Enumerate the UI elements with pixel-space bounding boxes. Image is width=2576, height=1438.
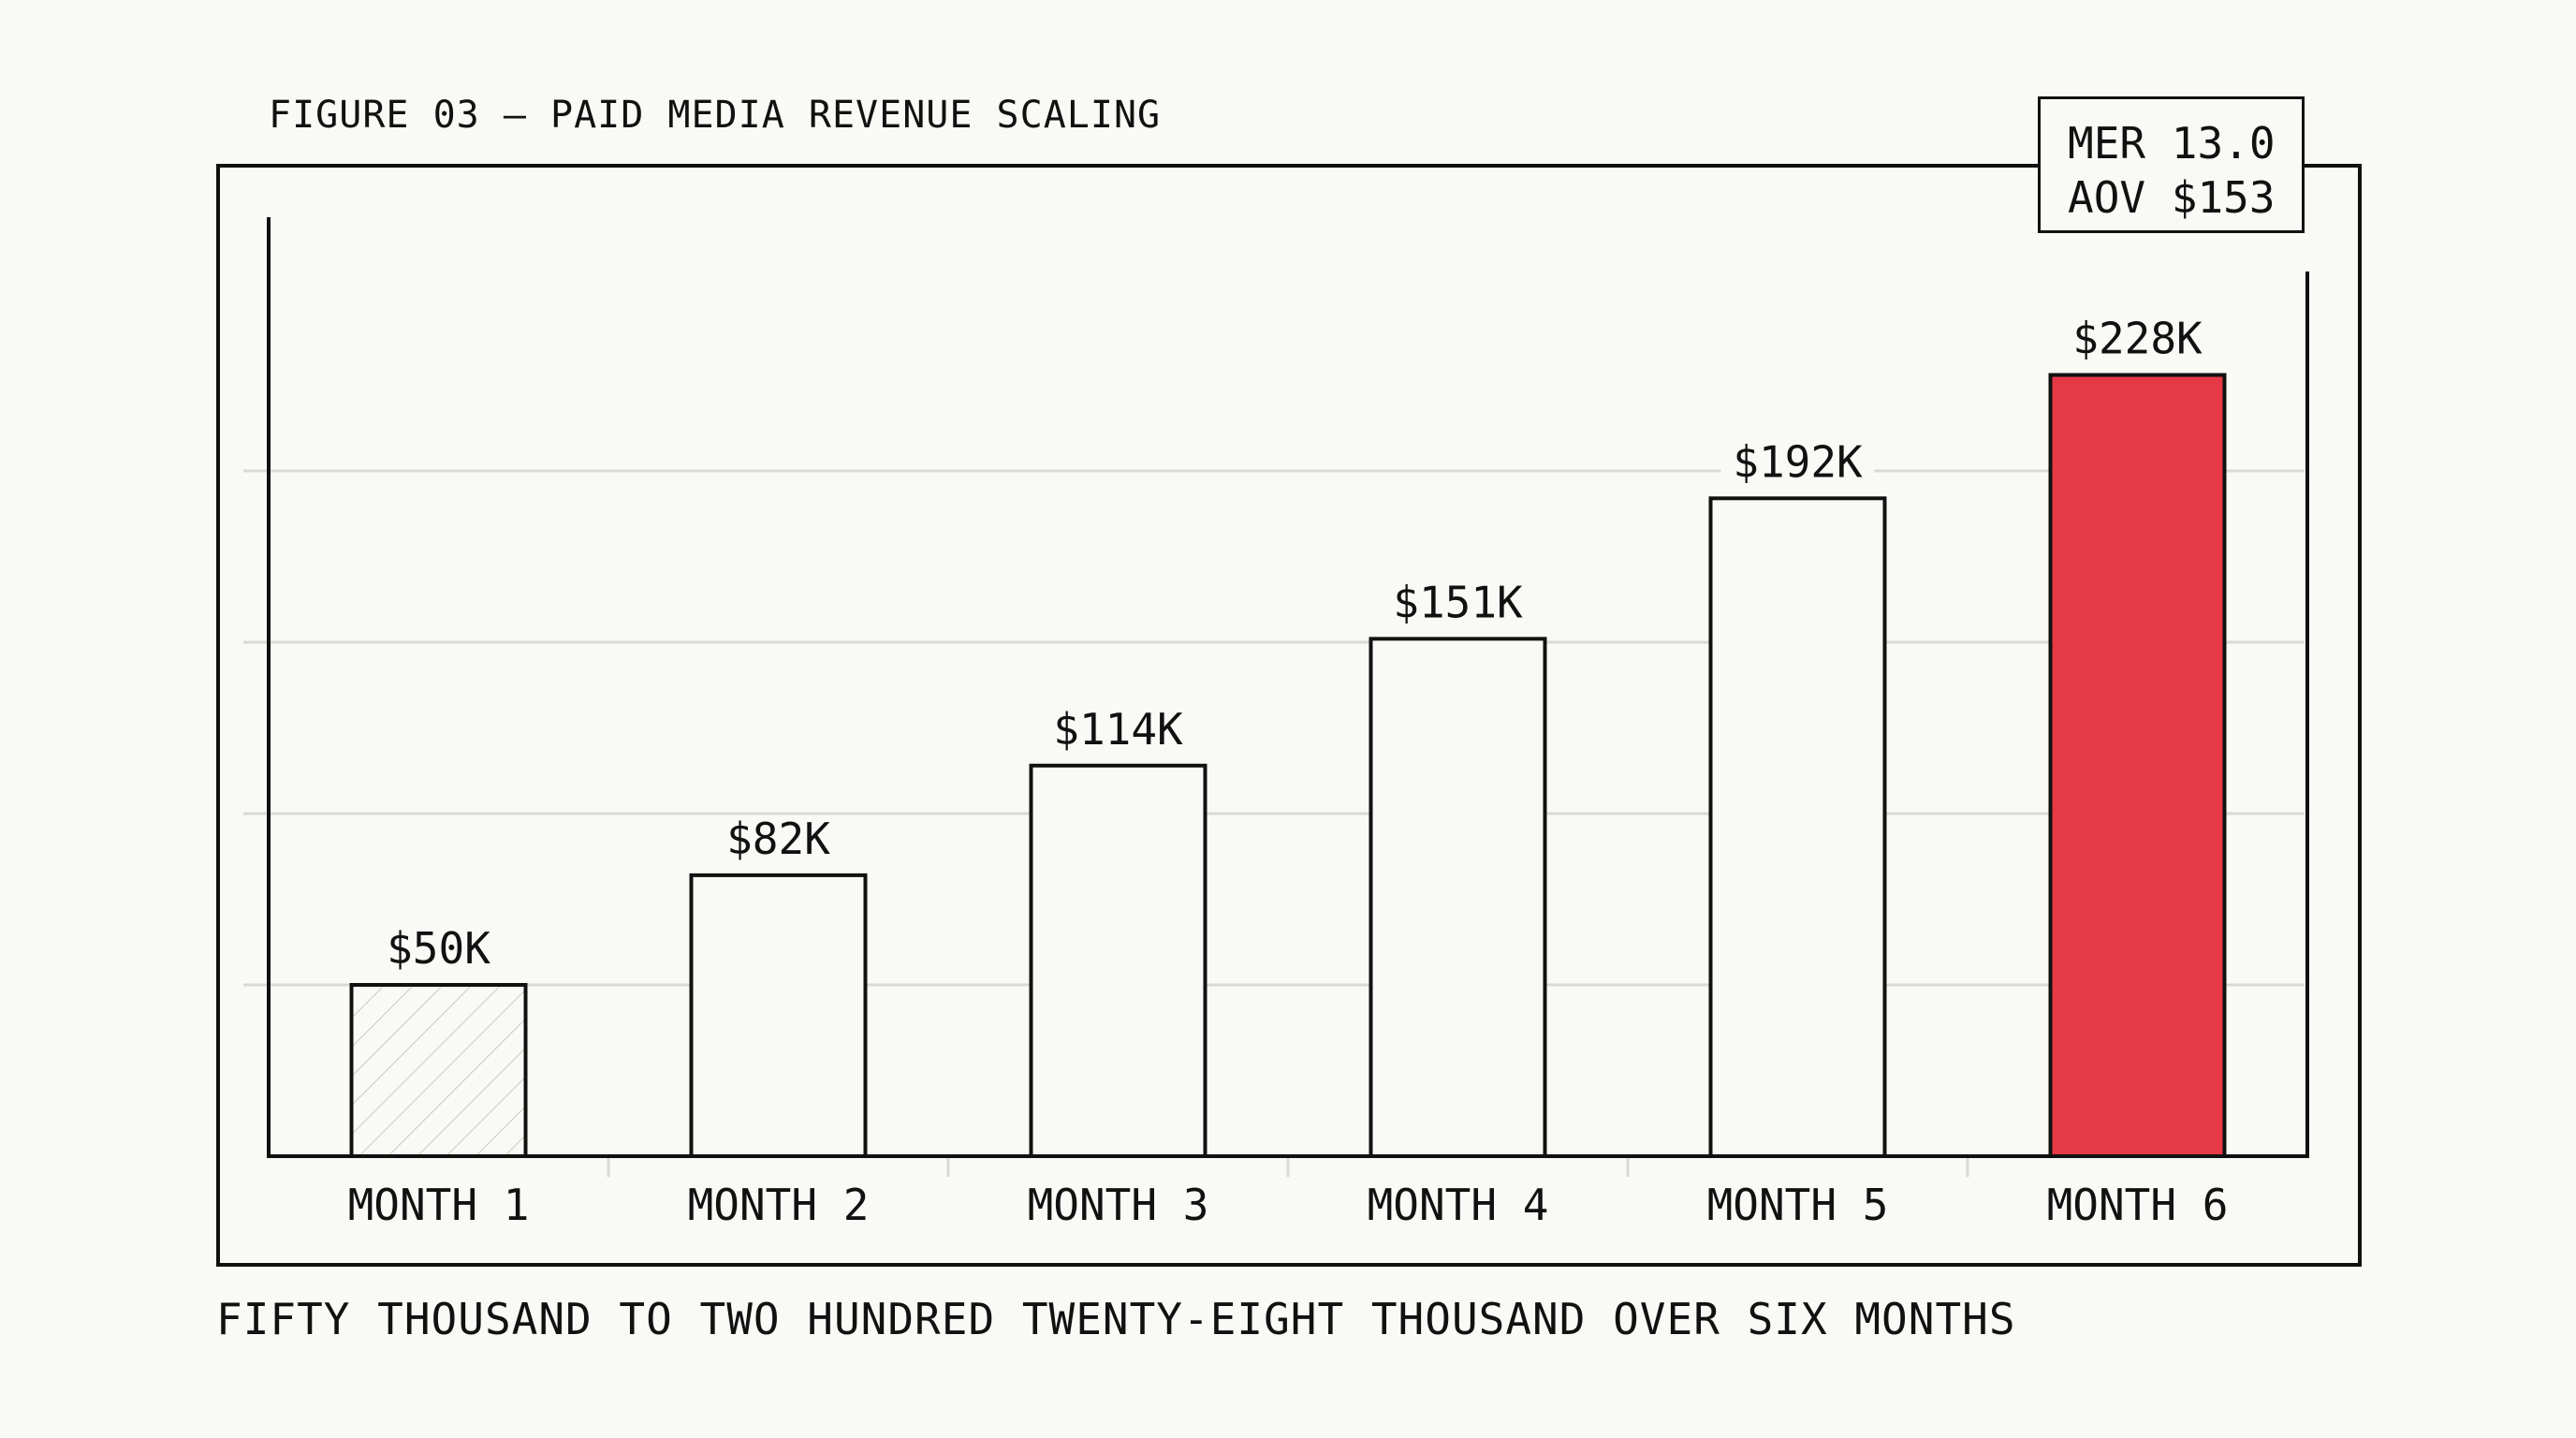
value-label-1: $50K <box>387 923 490 974</box>
value-label-backdrop <box>714 816 842 866</box>
x-label-4: MONTH 4 <box>1368 1180 1549 1230</box>
value-label-2: $82K <box>726 814 830 864</box>
value-label-backdrop <box>374 927 503 976</box>
bar-1 <box>349 983 528 1158</box>
value-label-backdrop <box>1720 440 1875 490</box>
x-label-2: MONTH 2 <box>688 1180 870 1230</box>
chart-frame <box>216 164 2362 1267</box>
figure-caption: FIFTY THOUSAND TO TWO HUNDRED TWENTY-EIG… <box>216 1294 2016 1344</box>
x-label-6: MONTH 6 <box>2047 1180 2229 1230</box>
bar-3 <box>1029 763 1208 1158</box>
value-labels: $50K $82K $114K $151K $192K $228K <box>374 314 2215 976</box>
x-axis-labels: MONTH 1 MONTH 2 MONTH 3 MONTH 4 MONTH 5 MONTH… <box>348 1180 2229 1230</box>
grid-lines <box>243 469 2305 987</box>
value-label-backdrop <box>2060 316 2215 366</box>
x-axis-ticks <box>607 1158 1969 1177</box>
bars <box>349 373 2227 1158</box>
aov-value: AOV $153 <box>2068 172 2276 223</box>
value-label-5: $192K <box>1733 436 1863 487</box>
value-label-3: $114K <box>1053 704 1183 755</box>
bar-4 <box>1368 637 1547 1158</box>
x-label-3: MONTH 3 <box>1028 1180 1209 1230</box>
bar-6 <box>2048 373 2227 1158</box>
x-label-1: MONTH 1 <box>348 1180 530 1230</box>
mer-value: MER 13.0 <box>2068 118 2276 169</box>
bar-5 <box>1708 496 1887 1158</box>
value-label-backdrop <box>1381 580 1535 630</box>
figure-title: FIGURE 03 — PAID MEDIA REVENUE SCALING <box>269 94 1162 137</box>
value-label-4: $151K <box>1393 577 1523 627</box>
value-label-backdrop <box>1041 707 1195 756</box>
bar-2 <box>689 873 868 1158</box>
value-label-6: $228K <box>2072 314 2203 364</box>
kpi-box: MER 13.0 AOV $153 <box>2038 96 2305 233</box>
x-label-5: MONTH 5 <box>1707 1180 1889 1230</box>
